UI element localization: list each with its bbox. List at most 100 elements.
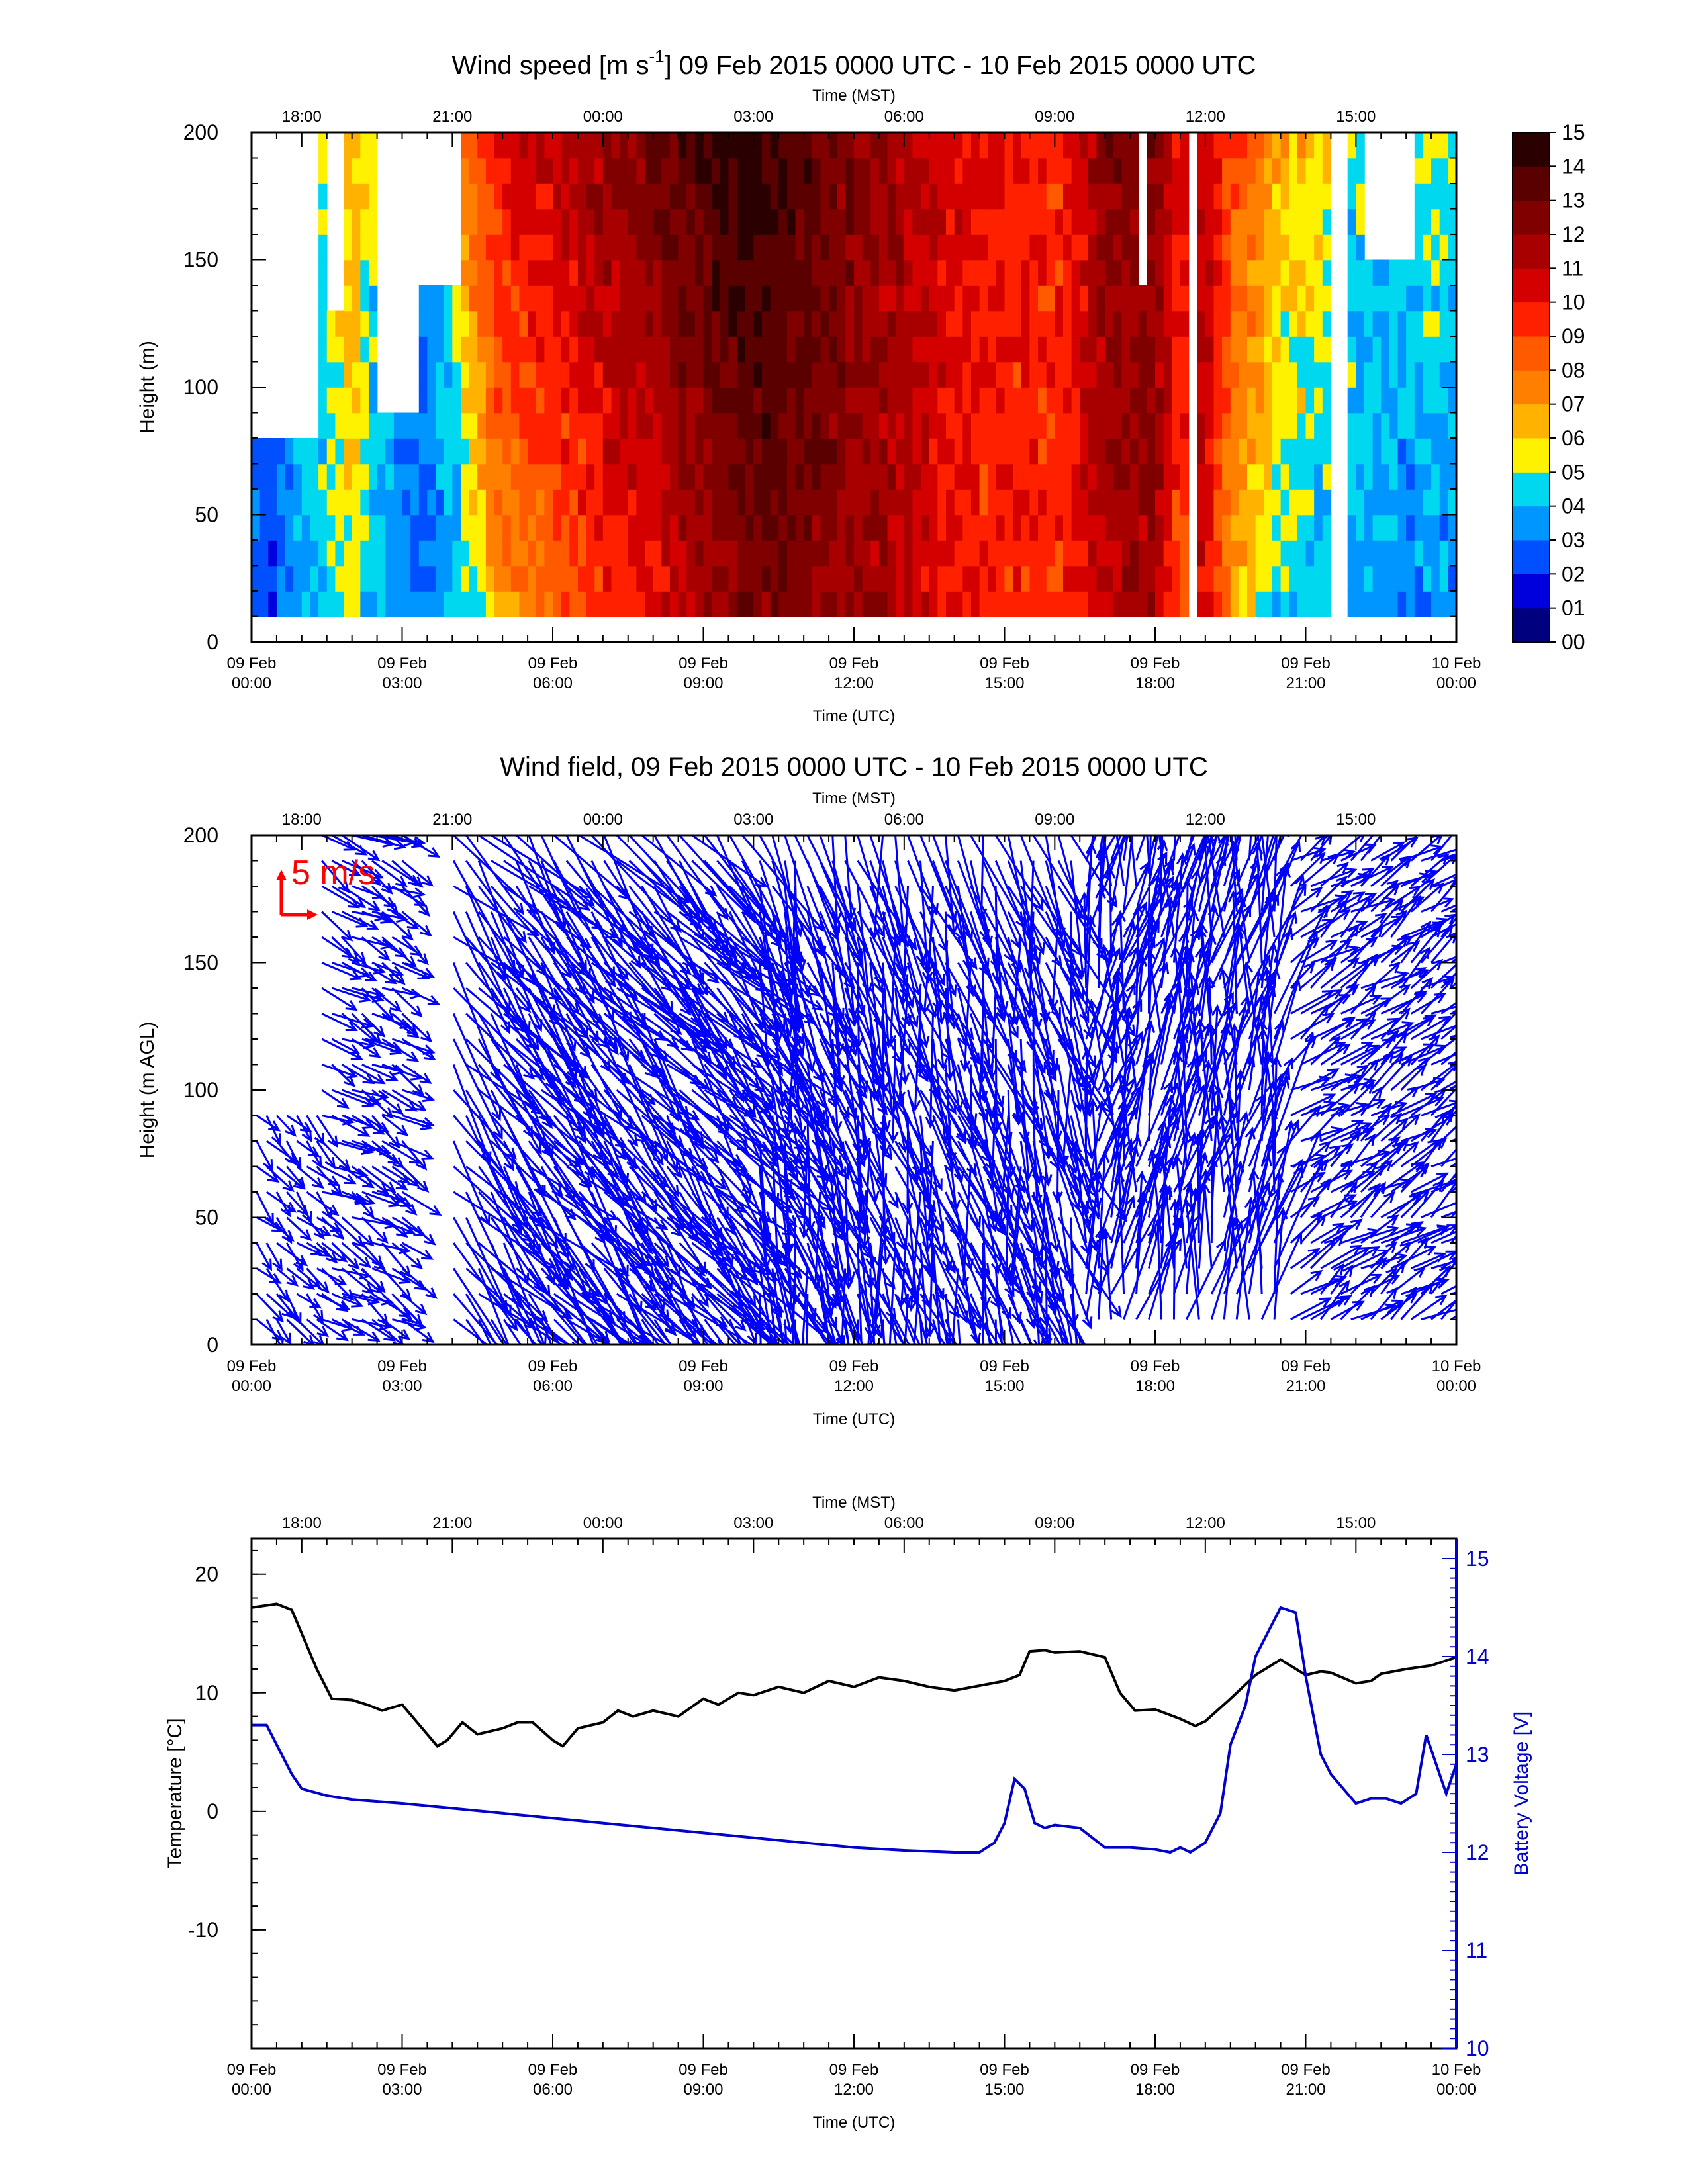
heatmap-cell [988,158,997,184]
heatmap-cell [1448,285,1456,312]
colorbar-label: 02 [1562,562,1585,586]
heatmap-cell [1305,361,1315,388]
heatmap-cell [1071,158,1081,184]
heatmap-cell [1280,591,1290,617]
heatmap-cell [1247,438,1256,465]
heatmap-cell [929,412,939,439]
heatmap-cell [310,540,319,567]
heatmap-cell [368,336,378,363]
heatmap-cell [1322,463,1332,490]
wind-vector [982,1319,985,1345]
heatmap-cell [1222,438,1231,465]
wind-vector [321,1293,348,1312]
heatmap-cell [1180,514,1190,541]
heatmap-cell [1222,361,1231,388]
heatmap-cell [1213,361,1223,388]
heatmap-cell [1105,208,1114,235]
wind-vector [401,962,434,978]
heatmap-cell [561,234,571,261]
heatmap-cell [1347,361,1357,388]
heatmap-cell [1155,361,1164,388]
wind-vector [528,987,577,1079]
heatmap-cell [970,540,980,567]
wind-vector [381,936,416,967]
heatmap-cell [970,234,980,261]
wind-vector [704,1013,775,1099]
heatmap-cell [1088,285,1098,312]
wind-vector [1006,1166,1009,1273]
wind-vector [465,911,510,1012]
heatmap-cell [352,259,361,286]
wind-vector [381,885,424,896]
heatmap-cell [988,285,997,312]
heatmap-cell [469,259,479,286]
heatmap-cell [436,310,445,337]
heatmap-cell [770,310,780,337]
heatmap-cell [954,514,964,541]
wind-vector [907,1140,960,1237]
heatmap-cell [1448,208,1456,235]
wind-vector [381,860,420,886]
heatmap-cell [1381,310,1390,337]
heatmap-cell [837,361,847,388]
wind-vector [331,936,359,964]
heatmap-cell [1155,234,1164,261]
heatmap-cell [1372,361,1382,388]
wind-vector-head [294,1177,306,1190]
heatmap-cell [318,489,328,516]
heatmap-cell [544,438,553,465]
wind-vector-head [381,1107,395,1119]
wind-vector [919,835,957,923]
wind-vector [381,1216,407,1238]
wind-vector-head [365,971,378,982]
heatmap-cell [1222,285,1231,312]
heatmap-cell [1113,412,1123,439]
heatmap-cell [544,489,553,516]
heatmap-cell [418,387,428,414]
heatmap-cell [1197,183,1206,210]
wind-vector-head [396,1226,408,1238]
heatmap-cell [510,463,520,490]
heatmap-cell [904,514,914,541]
heatmap-cell [276,463,286,490]
heatmap-cell [1138,412,1148,439]
heatmap-cell [1431,310,1440,337]
heatmap-cell [1172,412,1181,439]
heatmap-cell [1431,285,1440,312]
heatmap-cell [1004,463,1013,490]
heatmap-cell [519,310,528,337]
wind-vector [691,1242,784,1312]
heatmap-cell [820,514,829,541]
wind-vector [784,1293,801,1345]
heatmap-cell [686,132,696,159]
wind-vector-head [760,1232,772,1246]
heatmap-cell [569,285,579,312]
heatmap-cell [352,412,361,439]
heatmap-cell [1397,591,1407,617]
wind-vector-head [855,1210,867,1223]
wind-vector [465,1089,514,1170]
heatmap-cell [418,285,428,312]
heatmap-cell [268,591,277,617]
heatmap-cell [602,489,612,516]
heatmap-cell [1272,310,1282,337]
heatmap-cell [1029,463,1039,490]
wind-vector-head [696,1261,708,1275]
plot-frame [250,131,1458,643]
heatmap-cell [921,540,930,567]
wind-vector-head [798,1226,810,1240]
heatmap-cell [569,540,579,567]
wind-vector [691,886,737,966]
wind-vector [371,987,401,1012]
wind-vector-head [367,850,381,862]
heatmap-cell [577,438,587,465]
heatmap-cell [620,259,629,286]
heatmap-cell [1046,438,1056,465]
wind-vector [819,1293,831,1345]
wind-vector [857,1268,873,1345]
heatmap-cell [553,310,562,337]
heatmap-cell [1356,387,1365,414]
heatmap-cell [318,361,328,388]
heatmap-cell [812,132,821,159]
heatmap-cell [577,412,587,439]
